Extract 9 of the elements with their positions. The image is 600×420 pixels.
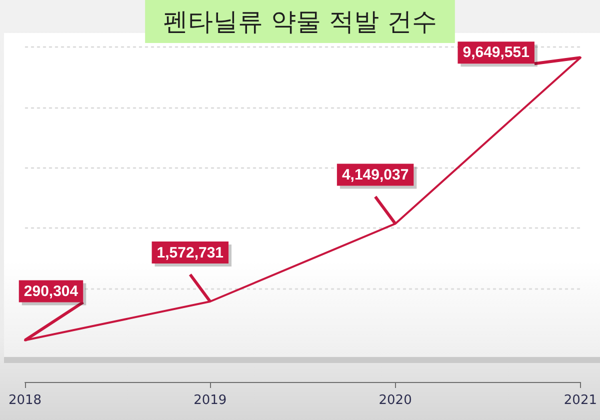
x-tick-label: 2021 xyxy=(564,393,598,408)
x-tick-label: 2018 xyxy=(8,393,42,408)
x-tick-label: 2020 xyxy=(378,393,412,408)
data-label: 1,572,731 xyxy=(156,244,224,262)
x-tick-label: 2019 xyxy=(194,393,227,408)
data-label: 4,149,037 xyxy=(342,166,409,184)
data-label: 9,649,551 xyxy=(462,44,530,62)
chart-title: 펜타닐류 약물 적발 건수 xyxy=(163,7,437,36)
data-label: 290,304 xyxy=(24,283,79,300)
